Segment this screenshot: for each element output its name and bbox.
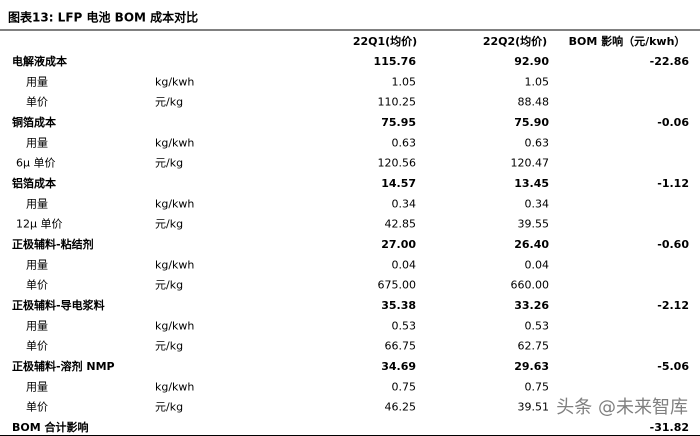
q2-cell: 1.05 <box>525 75 550 88</box>
row-label: 单价 <box>26 340 48 353</box>
row-label: 单价 <box>26 279 48 292</box>
q1-cell: 42.85 <box>385 218 417 231</box>
q2-cell: 29.63 <box>514 360 549 373</box>
unit-cell: kg/kwh <box>155 136 194 149</box>
q1-cell: 0.04 <box>392 258 417 271</box>
impact-cell: -0.06 <box>657 116 689 129</box>
q1-cell: 34.69 <box>381 360 416 373</box>
unit-cell: 元/kg <box>155 279 183 292</box>
q1-cell: 0.75 <box>392 380 417 393</box>
impact-cell: -1.12 <box>657 177 689 190</box>
row-label: 正极辅料-粘结剂 <box>12 237 94 251</box>
q2-cell: 75.90 <box>514 116 549 129</box>
q1-cell: 66.75 <box>385 340 417 353</box>
q1-cell: 110.25 <box>378 96 417 109</box>
q1-cell: 27.00 <box>381 238 416 251</box>
q1-cell: 14.57 <box>381 177 416 190</box>
row-label: BOM 合计影响 <box>12 420 89 434</box>
q1-cell: 675.00 <box>378 279 417 292</box>
unit-cell: kg/kwh <box>155 319 194 332</box>
row-label: 用量 <box>26 380 48 393</box>
unit-cell: kg/kwh <box>155 75 194 88</box>
impact-cell: -0.60 <box>657 238 689 251</box>
unit-cell: 元/kg <box>155 340 183 353</box>
q2-cell: 26.40 <box>514 238 549 251</box>
unit-cell: kg/kwh <box>155 258 194 271</box>
row-label: 12μ 单价 <box>16 218 63 231</box>
row-label: 用量 <box>26 197 48 210</box>
q2-cell: 33.26 <box>514 299 549 312</box>
row-label: 铝箔成本 <box>12 176 56 190</box>
row-label: 用量 <box>26 136 48 149</box>
q2-cell: 62.75 <box>518 340 550 353</box>
q1-cell: 75.95 <box>381 116 416 129</box>
q1-cell: 0.53 <box>392 319 417 332</box>
unit-cell: kg/kwh <box>155 197 194 210</box>
q2-cell: 88.48 <box>518 96 550 109</box>
q2-cell: 0.34 <box>525 197 550 210</box>
unit-cell: 元/kg <box>155 157 183 170</box>
column-header: 22Q2(均价) <box>483 34 547 48</box>
q1-cell: 35.38 <box>381 299 416 312</box>
q2-cell: 120.47 <box>511 157 550 170</box>
q1-cell: 0.63 <box>392 136 417 149</box>
column-header: 22Q1(均价) <box>353 34 417 48</box>
q2-cell: 39.55 <box>518 218 550 231</box>
unit-cell: 元/kg <box>155 96 183 109</box>
watermark: 头条 @未来智库 <box>556 397 688 418</box>
q2-cell: 92.90 <box>514 55 549 68</box>
impact-cell: -22.86 <box>650 55 690 68</box>
row-label: 单价 <box>26 401 48 414</box>
figure-title: 图表13: LFP 电池 BOM 成本对比 <box>8 10 198 25</box>
unit-cell: 元/kg <box>155 218 183 231</box>
impact-cell: -2.12 <box>657 299 689 312</box>
q2-cell: 0.04 <box>525 258 550 271</box>
q1-cell: 120.56 <box>378 157 417 170</box>
q1-cell: 46.25 <box>385 401 417 414</box>
impact-cell: -5.06 <box>657 360 689 373</box>
column-header: BOM 影响（元/kwh） <box>569 34 686 48</box>
q2-cell: 0.75 <box>525 380 550 393</box>
impact-cell: -31.82 <box>650 421 689 434</box>
unit-cell: 元/kg <box>155 401 183 414</box>
q2-cell: 13.45 <box>514 177 549 190</box>
row-label: 用量 <box>26 319 48 332</box>
q2-cell: 0.63 <box>525 136 550 149</box>
unit-cell: kg/kwh <box>155 380 194 393</box>
q1-cell: 115.76 <box>374 55 417 68</box>
q2-cell: 0.53 <box>525 319 550 332</box>
row-label: 铜箔成本 <box>11 115 56 129</box>
q1-cell: 0.34 <box>392 197 417 210</box>
row-label: 用量 <box>26 75 48 88</box>
row-label: 电解液成本 <box>12 54 67 68</box>
q1-cell: 1.05 <box>392 75 417 88</box>
row-label: 单价 <box>26 96 48 109</box>
row-label: 6μ 单价 <box>16 157 56 170</box>
row-label: 用量 <box>26 258 48 271</box>
row-label: 正极辅料-溶剂 NMP <box>12 359 115 373</box>
row-label: 正极辅料-导电浆料 <box>12 298 105 312</box>
q2-cell: 660.00 <box>511 279 550 292</box>
q2-cell: 39.51 <box>518 401 550 414</box>
